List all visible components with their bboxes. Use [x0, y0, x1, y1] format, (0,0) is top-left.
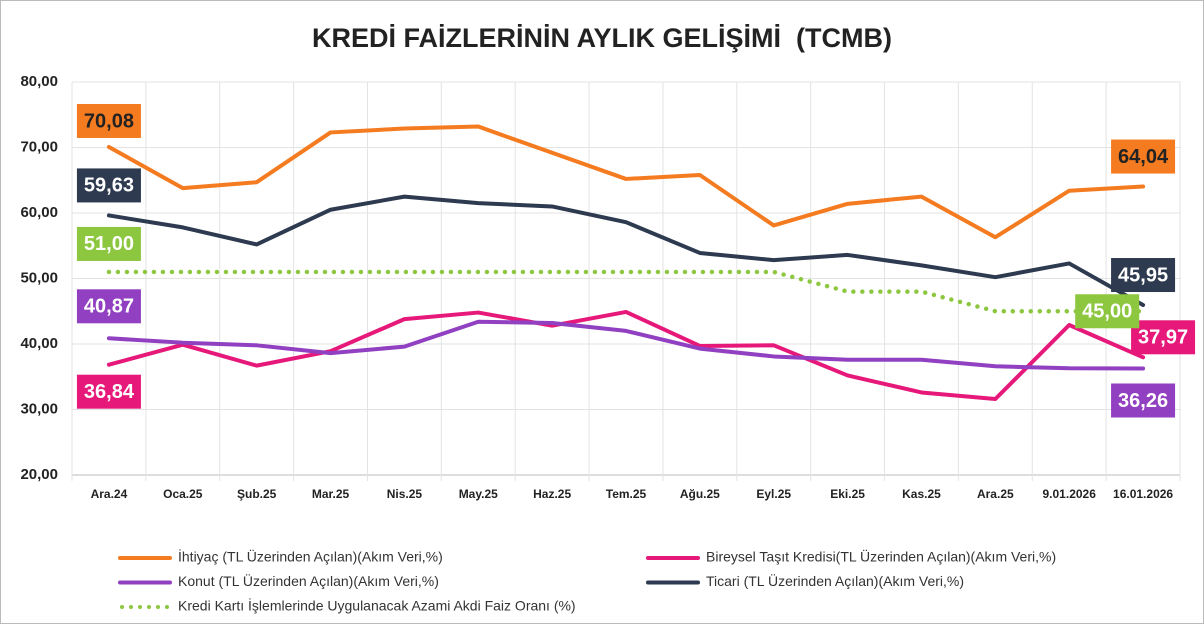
x-tick-label: May.25	[459, 487, 498, 501]
series-line	[106, 319, 1146, 371]
value-label: 45,95	[1118, 264, 1168, 286]
x-tick-label: Şub.25	[237, 487, 277, 501]
value-label-box	[1111, 258, 1176, 293]
legend-label: Bireysel Taşıt Kredisi(TL Üzerinden Açıl…	[706, 548, 1056, 565]
legend-label: Kredi Kartı İşlemlerinde Uygulanacak Aza…	[178, 597, 576, 614]
x-tick-label: Ara.24	[91, 487, 128, 501]
value-label: 59,63	[84, 175, 134, 197]
legend-label: Konut (TL Üzerinden Açılan)(Akım Veri,%)	[178, 572, 439, 589]
value-label-box	[76, 103, 141, 138]
value-label: 37,97	[1138, 327, 1188, 349]
legend-label: Ticari (TL Üzerinden Açılan)(Akım Veri,%…	[706, 572, 964, 589]
x-tick-label: 9.01.2026	[1043, 487, 1097, 501]
value-label-box	[76, 374, 141, 409]
value-label: 70,08	[84, 110, 134, 132]
series-line	[106, 194, 1146, 308]
x-tick-label: Eki.25	[830, 487, 865, 501]
x-tick-label: Haz.25	[533, 487, 571, 501]
x-tick-label: Oca.25	[163, 487, 203, 501]
series-line	[106, 124, 1146, 240]
value-label-box	[1111, 139, 1176, 174]
value-label-box	[1111, 383, 1176, 418]
chart-title: KREDİ FAİZLERİNİN AYLIK GELİŞİMİ (TCMB)	[312, 23, 892, 53]
series-line	[106, 269, 1146, 314]
legend-label: İhtiyaç (TL Üzerinden Açılan)(Akım Veri,…	[178, 548, 443, 565]
y-tick-label: 70,00	[20, 138, 58, 155]
x-tick-label: Kas.25	[902, 487, 941, 501]
y-tick-label: 40,00	[20, 335, 58, 352]
x-tick-label: Ara.25	[977, 487, 1014, 501]
value-label: 64,04	[1118, 146, 1169, 168]
value-label-box	[1075, 294, 1140, 329]
value-label: 40,87	[84, 296, 134, 318]
x-tick-label: Nis.25	[387, 487, 423, 501]
x-tick-label: Tem.25	[606, 487, 647, 501]
series-line	[106, 309, 1146, 402]
y-tick-label: 20,00	[20, 466, 58, 483]
value-label: 51,00	[84, 233, 134, 255]
value-label: 45,00	[1082, 301, 1132, 323]
value-label-box	[76, 289, 141, 324]
y-tick-label: 50,00	[20, 269, 58, 286]
y-tick-label: 80,00	[20, 73, 58, 90]
value-label-box	[76, 168, 141, 203]
x-tick-label: Eyl.25	[756, 487, 791, 501]
value-label-box	[1131, 320, 1196, 355]
value-label: 36,84	[84, 381, 135, 403]
y-tick-label: 30,00	[20, 400, 58, 417]
x-tick-label: Ağu.25	[680, 487, 720, 501]
x-tick-label: 16.01.2026	[1113, 487, 1173, 501]
value-label-box	[76, 226, 141, 261]
value-label: 36,26	[1118, 390, 1168, 412]
x-tick-label: Mar.25	[312, 487, 350, 501]
y-tick-label: 60,00	[20, 204, 58, 221]
